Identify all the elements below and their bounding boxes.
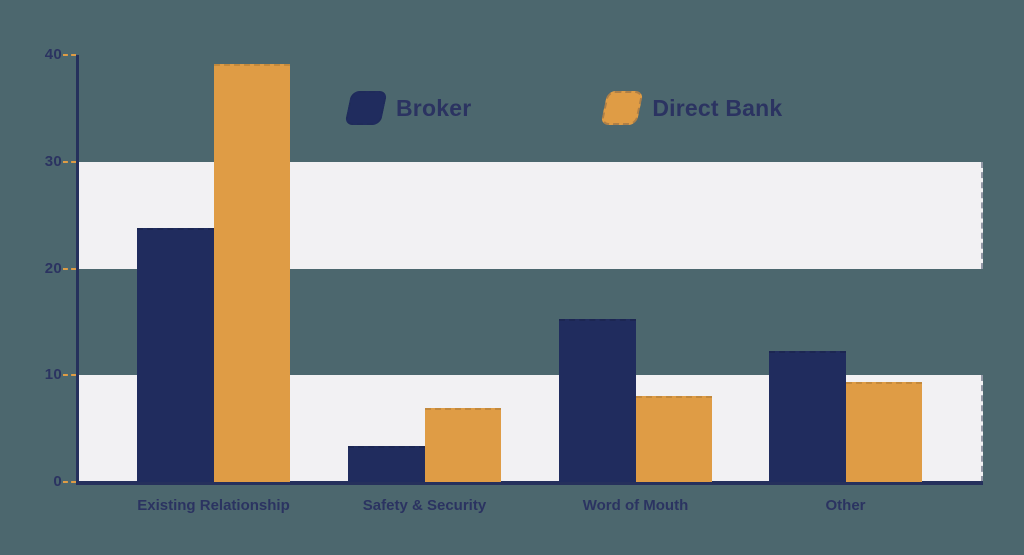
bar-direct-bank-safety-security — [424, 408, 501, 482]
legend: Broker Direct Bank — [344, 89, 783, 127]
y-tick-mark-40 — [63, 54, 76, 56]
y-tick-mark-10 — [63, 374, 76, 377]
bar-group-existing-relationship: Existing Relationship — [137, 55, 290, 514]
x-axis-line — [76, 481, 983, 485]
bar-direct-bank-word-of-mouth — [635, 395, 712, 482]
y-tick-label-0: 0 — [53, 473, 62, 490]
y-tick-label-40: 40 — [44, 46, 62, 63]
category-label-safety-security: Safety & Security — [362, 497, 487, 514]
legend-item-direct-bank: Direct Bank — [600, 89, 783, 127]
y-tick-mark-20 — [63, 267, 76, 270]
y-tick-mark-30 — [63, 160, 76, 163]
y-tick-label-30: 30 — [44, 152, 62, 170]
y-tick-label-20: 20 — [44, 259, 62, 277]
category-label-other: Other — [825, 497, 866, 514]
y-tick-label-10: 10 — [44, 366, 62, 384]
y-axis-line — [76, 55, 79, 483]
bar-direct-bank-existing-relationship — [213, 63, 290, 482]
bar-broker-existing-relationship — [137, 227, 214, 482]
category-label-word-of-mouth: Word of Mouth — [582, 497, 689, 514]
bar-direct-bank-other — [845, 381, 922, 482]
legend-item-broker: Broker — [344, 89, 472, 127]
y-tick-mark-0 — [63, 481, 76, 483]
bar-group-safety-security: Safety & Security — [348, 55, 501, 514]
bar-group-other: Other — [769, 55, 922, 514]
bar-broker-safety-security — [348, 445, 425, 482]
bar-broker-other — [769, 350, 846, 482]
bar-group-word-of-mouth: Word of Mouth — [559, 55, 712, 514]
category-label-existing-relationship: Existing Relationship — [137, 497, 290, 514]
legend-label-direct-bank: Direct Bank — [652, 94, 783, 121]
bar-broker-word-of-mouth — [559, 318, 636, 482]
legend-label-broker: Broker — [396, 94, 472, 121]
